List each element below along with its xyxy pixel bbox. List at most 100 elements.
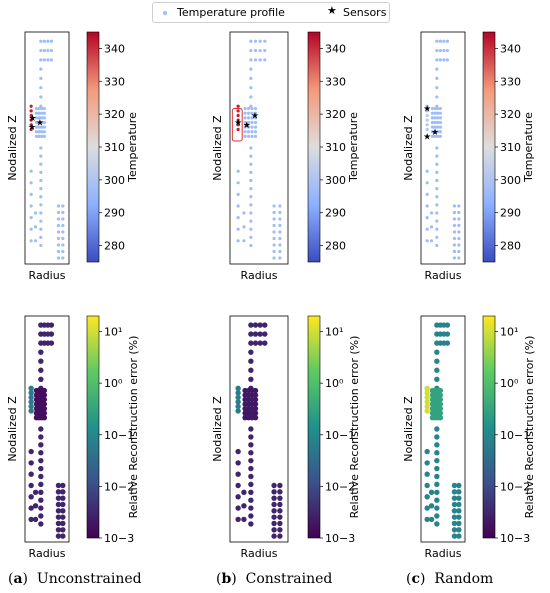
data-point — [252, 322, 259, 328]
data-point — [438, 120, 442, 125]
data-point — [32, 516, 39, 523]
data-point — [435, 235, 439, 239]
colorbar-tick-label: 10¹ — [500, 326, 518, 339]
data-point — [252, 415, 259, 421]
data-point — [56, 236, 61, 241]
data-point — [424, 482, 430, 489]
sensor-marker: ★ — [431, 128, 439, 138]
data-point — [41, 387, 48, 394]
colorbar — [307, 31, 321, 263]
caption-c: (c) Random — [406, 571, 494, 587]
data-point — [456, 533, 462, 539]
data-point — [60, 514, 66, 520]
data-point — [56, 249, 61, 254]
data-point — [40, 106, 44, 111]
data-point — [438, 116, 442, 120]
data-point — [34, 120, 39, 125]
data-point — [248, 376, 254, 382]
data-point — [38, 489, 44, 495]
data-point — [250, 116, 254, 120]
data-point — [272, 249, 276, 254]
data-point — [424, 471, 430, 477]
data-point — [435, 154, 439, 158]
data-point — [262, 322, 268, 328]
y-axis-label: Nodalized Z — [402, 396, 415, 462]
data-point — [271, 482, 277, 489]
sensor-marker: ★ — [423, 132, 431, 142]
data-point — [42, 120, 46, 125]
data-point — [250, 111, 254, 115]
data-point — [277, 489, 283, 495]
data-point — [249, 162, 253, 166]
data-point — [28, 399, 34, 405]
data-point — [29, 113, 33, 118]
data-point — [248, 426, 254, 432]
data-point — [437, 405, 444, 412]
data-point — [277, 520, 283, 527]
data-point — [41, 392, 48, 398]
colorbar-tick-label: 340 — [325, 42, 346, 55]
colorbar — [86, 31, 100, 263]
data-point — [246, 116, 251, 120]
data-point — [457, 230, 461, 234]
data-point — [425, 216, 429, 220]
x-axis-label: Radius — [425, 269, 462, 282]
data-point — [437, 387, 444, 394]
data-point — [249, 227, 253, 231]
x-axis-label: Radius — [241, 269, 278, 282]
data-point — [444, 340, 451, 346]
data-point — [435, 211, 439, 215]
data-point — [424, 505, 430, 511]
data-point — [435, 162, 439, 166]
data-point — [246, 120, 251, 125]
data-point — [430, 106, 435, 111]
x-axis-label: Radius — [425, 547, 462, 560]
data-point — [28, 505, 34, 511]
data-point — [37, 120, 41, 125]
data-point — [39, 187, 43, 191]
y-axis-label: Nodalized Z — [402, 115, 415, 181]
data-point — [429, 225, 434, 229]
data-point — [248, 358, 254, 364]
data-point — [451, 489, 458, 495]
colorbar — [482, 315, 496, 539]
data-point — [424, 408, 430, 414]
data-point — [250, 130, 254, 134]
colorbar-tick-label: 280 — [325, 240, 346, 253]
data-point — [434, 457, 440, 464]
data-point — [236, 127, 240, 132]
legend-profile-marker — [163, 11, 167, 15]
colorbar — [307, 315, 321, 539]
data-point — [235, 460, 241, 466]
legend-sensors-label: Sensors — [343, 6, 387, 19]
data-point — [272, 256, 276, 260]
data-point — [49, 58, 54, 62]
data-point — [236, 104, 240, 108]
data-point — [249, 86, 253, 90]
data-point — [243, 134, 247, 138]
data-point — [249, 243, 253, 248]
data-point — [241, 489, 247, 495]
data-point — [34, 130, 39, 134]
data-point — [436, 116, 440, 120]
caption-b-letter: b — [221, 571, 232, 587]
data-point — [430, 111, 435, 115]
data-point — [236, 239, 240, 243]
sensor-marker: ★ — [243, 121, 251, 131]
data-point — [277, 508, 283, 514]
data-point — [456, 520, 462, 527]
data-point — [253, 130, 258, 134]
data-point — [277, 514, 283, 520]
data-point — [61, 243, 65, 247]
data-point — [48, 322, 55, 328]
panel-temperature-a: ★★ ★ Radius Nodalized Z 280 290 300 310 320 330 34… — [6, 31, 139, 282]
colorbar-tick-label: 340 — [500, 42, 521, 55]
data-point — [235, 505, 241, 511]
data-point — [263, 39, 267, 43]
data-point — [438, 106, 442, 111]
data-point — [271, 514, 277, 520]
data-point — [442, 48, 446, 53]
legend-sensor-marker: ★ — [327, 4, 337, 17]
data-point — [434, 349, 440, 355]
